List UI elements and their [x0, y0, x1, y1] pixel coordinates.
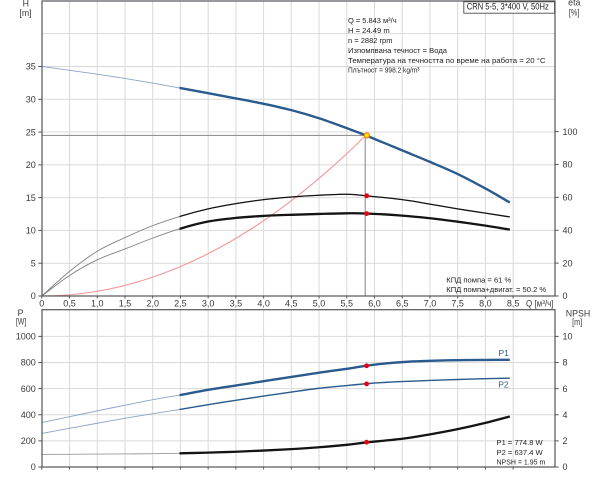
svg-text:8,5: 8,5 — [507, 299, 520, 309]
svg-text:eta: eta — [568, 0, 580, 7]
svg-text:NPSH = 1.95 m: NPSH = 1.95 m — [497, 458, 546, 467]
svg-text:6: 6 — [563, 384, 568, 394]
svg-text:H: H — [23, 0, 29, 9]
svg-text:3,5: 3,5 — [230, 299, 243, 309]
svg-text:35: 35 — [26, 62, 36, 72]
svg-text:Изпомпвана течност = Вода: Изпомпвана течност = Вода — [348, 46, 448, 55]
svg-text:5,5: 5,5 — [341, 299, 354, 309]
svg-text:1,5: 1,5 — [119, 299, 132, 309]
svg-text:4: 4 — [563, 410, 568, 420]
svg-text:CRN 5-5, 3*400 V, 50Hz: CRN 5-5, 3*400 V, 50Hz — [467, 2, 549, 12]
svg-text:КПД помпа = 61 %: КПД помпа = 61 % — [446, 276, 511, 285]
svg-text:800: 800 — [21, 358, 36, 368]
svg-text:n = 2882 rpm: n = 2882 rpm — [348, 36, 393, 45]
svg-text:[W]: [W] — [16, 317, 27, 327]
svg-text:[m]: [m] — [19, 8, 31, 18]
svg-text:8,0: 8,0 — [479, 299, 492, 309]
svg-text:100: 100 — [563, 127, 578, 137]
svg-text:400: 400 — [21, 410, 36, 420]
svg-text:30: 30 — [26, 94, 36, 104]
svg-text:2,0: 2,0 — [146, 299, 159, 309]
svg-text:25: 25 — [26, 127, 36, 137]
svg-text:6,0: 6,0 — [368, 299, 381, 309]
svg-text:[m]: [m] — [572, 317, 582, 327]
svg-text:200: 200 — [21, 436, 36, 446]
svg-text:Q = 5.843 м³/ч: Q = 5.843 м³/ч — [348, 16, 397, 25]
svg-text:2,5: 2,5 — [174, 299, 187, 309]
svg-text:40: 40 — [563, 225, 573, 235]
svg-text:60: 60 — [563, 193, 573, 203]
svg-text:P2: P2 — [498, 380, 509, 390]
svg-text:0: 0 — [31, 291, 36, 301]
svg-text:20: 20 — [26, 160, 36, 170]
svg-text:P1: P1 — [499, 348, 510, 358]
svg-text:Q [м³/ч]: Q [м³/ч] — [526, 299, 554, 309]
svg-text:P1 = 774.8 W: P1 = 774.8 W — [497, 438, 544, 447]
svg-text:10: 10 — [26, 226, 36, 236]
svg-text:0: 0 — [563, 291, 568, 301]
svg-text:8: 8 — [563, 358, 568, 368]
svg-text:2: 2 — [563, 436, 568, 446]
svg-text:Температура на течността по вр: Температура на течността по време на раб… — [348, 56, 546, 65]
svg-text:7,0: 7,0 — [424, 299, 437, 309]
svg-text:1,0: 1,0 — [91, 299, 104, 309]
svg-text:80: 80 — [563, 160, 573, 170]
svg-text:10: 10 — [563, 332, 573, 342]
svg-text:600: 600 — [21, 384, 36, 394]
svg-text:0: 0 — [563, 462, 568, 472]
svg-text:6,5: 6,5 — [396, 299, 409, 309]
svg-text:КПД помпа+двигат. = 50.2 %: КПД помпа+двигат. = 50.2 % — [446, 285, 546, 294]
svg-text:20: 20 — [563, 258, 573, 268]
svg-text:15: 15 — [26, 193, 36, 203]
svg-text:H = 24.49 m: H = 24.49 m — [348, 26, 390, 35]
svg-text:4,5: 4,5 — [285, 299, 298, 309]
svg-text:1000: 1000 — [16, 332, 36, 342]
svg-text:0: 0 — [39, 299, 44, 309]
svg-text:P2 = 637.4 W: P2 = 637.4 W — [497, 448, 544, 457]
svg-text:NPSH: NPSH — [566, 309, 590, 319]
svg-text:5,0: 5,0 — [313, 299, 326, 309]
svg-text:5: 5 — [31, 258, 36, 268]
svg-text:7,5: 7,5 — [451, 299, 464, 309]
svg-text:0: 0 — [31, 462, 36, 472]
svg-text:Плътност = 998.2 kg/m³: Плътност = 998.2 kg/m³ — [348, 66, 420, 75]
svg-text:0,5: 0,5 — [63, 299, 76, 309]
svg-text:P: P — [18, 308, 24, 318]
svg-text:3,0: 3,0 — [202, 299, 215, 309]
svg-text:4,0: 4,0 — [257, 299, 270, 309]
svg-text:[%]: [%] — [569, 8, 580, 18]
